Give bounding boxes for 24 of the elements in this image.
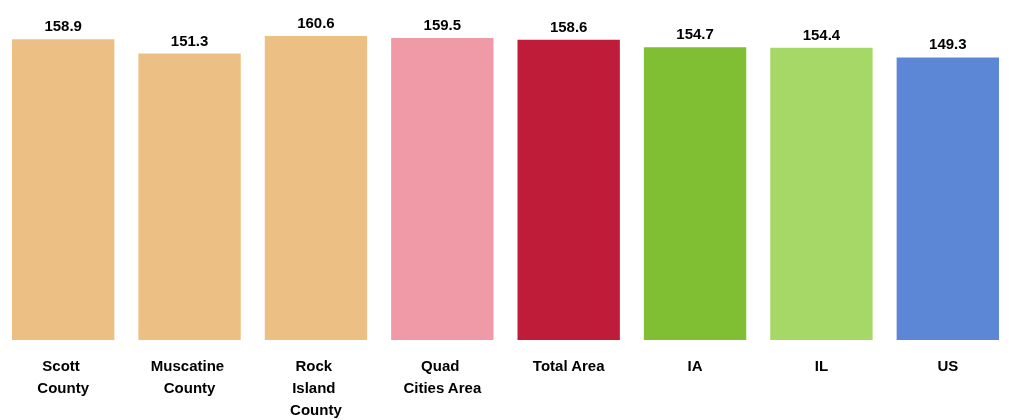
bar <box>264 36 368 340</box>
bar <box>517 39 620 340</box>
data-label: 159.5 <box>423 16 462 34</box>
x-tick-label: IA <box>687 356 703 374</box>
data-label: 154.7 <box>676 25 714 43</box>
x-tick-label: IL <box>814 356 829 374</box>
data-label: 151.3 <box>170 31 209 49</box>
x-tick-label: Total Area <box>532 356 606 374</box>
x-tick-label: US <box>937 356 959 374</box>
data-label: 158.6 <box>549 17 588 35</box>
bar <box>138 53 241 340</box>
data-label: 154.4 <box>802 25 841 43</box>
bar <box>391 38 494 340</box>
x-tick-label: Muscatine County <box>150 356 229 396</box>
x-tick-label: Quad Cities Area <box>403 356 482 396</box>
bar <box>12 39 115 340</box>
data-label: 149.3 <box>929 35 967 53</box>
bar <box>770 47 873 340</box>
data-label: 160.6 <box>297 14 335 31</box>
x-tick-label: Rock Island County <box>290 356 343 418</box>
data-label: 158.9 <box>44 17 82 35</box>
bar <box>896 57 999 340</box>
bar <box>643 47 747 340</box>
x-tick-label: Scott County <box>37 356 90 396</box>
